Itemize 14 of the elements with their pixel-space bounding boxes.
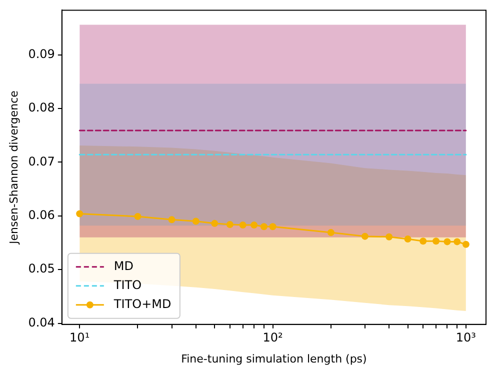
y-tick-label: 0.04 [28,315,55,330]
y-tick-label: 0.07 [28,154,55,168]
legend-label: MD [114,259,134,274]
x-tick-label: 10² [262,330,283,345]
x-tick-label: 10³ [456,330,476,345]
y-axis-title: Jensen-Shannon divergence [7,90,20,246]
legend-label: TITO+MD [112,297,172,312]
y-tick-label: 0.09 [28,46,55,61]
legend-label: TITO [112,278,142,292]
x-axis-title: Fine-tuning simulation length (ps) [181,352,367,366]
y-tick-label: 0.08 [28,100,55,115]
y-tick-label: 0.05 [28,262,55,276]
x-tick-label: 10¹ [70,330,90,345]
y-tick-label: 0.06 [28,208,55,222]
